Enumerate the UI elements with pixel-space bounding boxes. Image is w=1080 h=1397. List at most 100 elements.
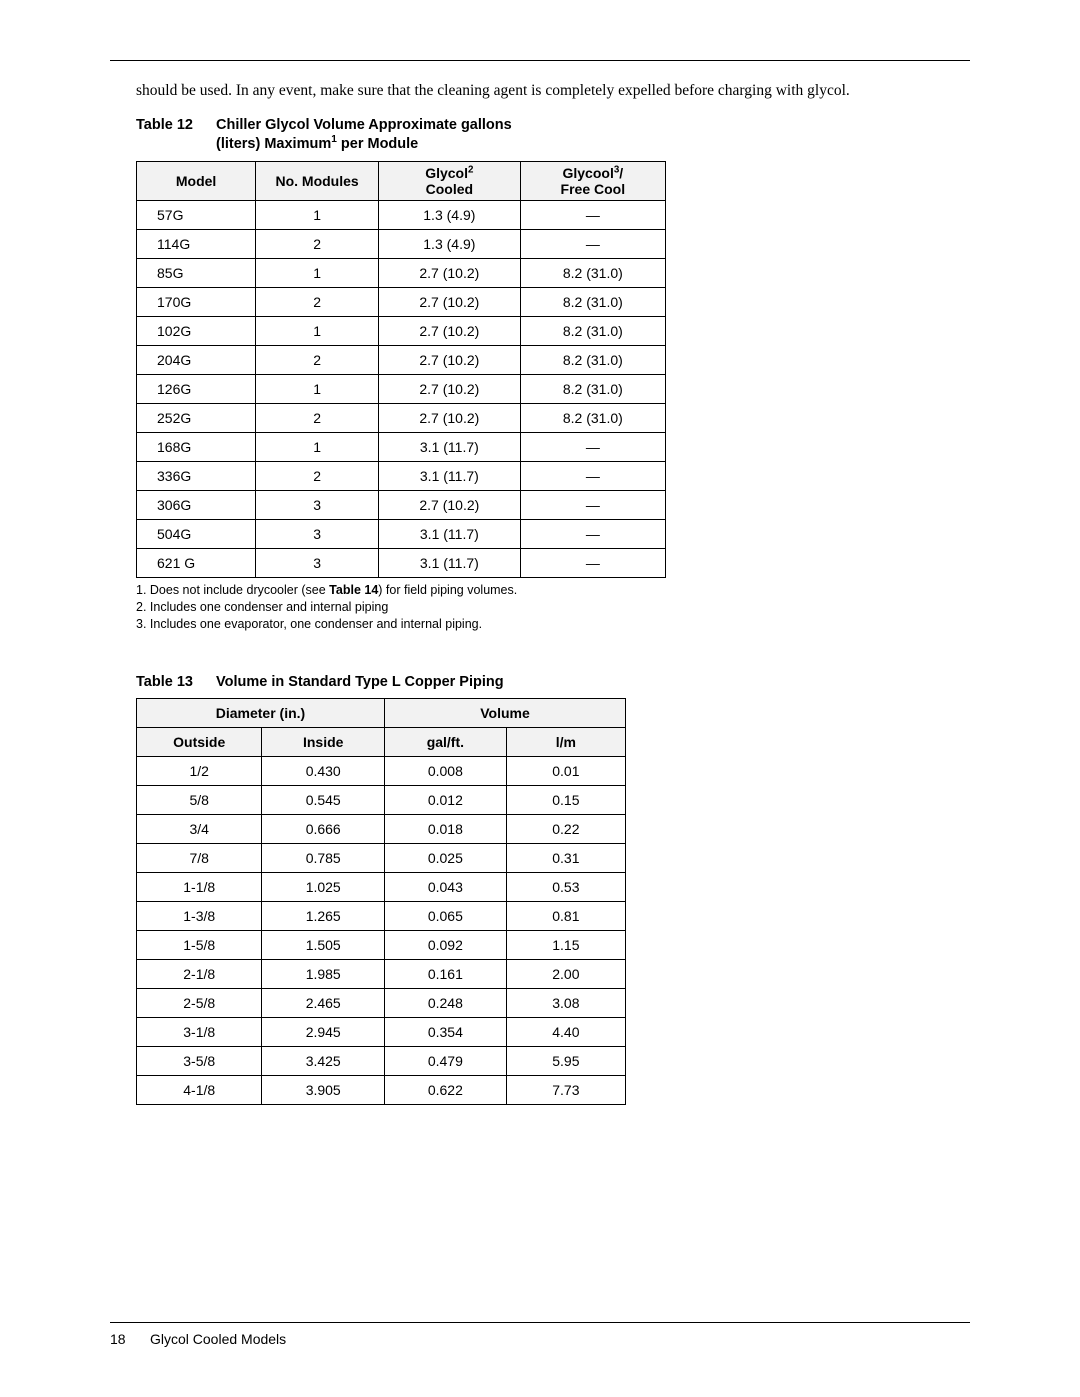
table13-cell-galft: 0.161	[384, 960, 506, 989]
table12-h-modules: No. Modules	[256, 162, 379, 201]
table12-cell-glycool: 8.2 (31.0)	[520, 288, 665, 317]
table12-cell-model: 170G	[137, 288, 256, 317]
table13-h-diameter: Diameter (in.)	[137, 699, 385, 728]
table13-cell-galft: 0.622	[384, 1076, 506, 1105]
table13-cell-outside: 5/8	[137, 786, 262, 815]
intro-paragraph: should be used. In any event, make sure …	[136, 81, 970, 102]
table12-header-row: Model No. Modules Glycol2Cooled Glycool3…	[137, 162, 666, 201]
table13-cell-lm: 0.22	[506, 815, 625, 844]
table13-cell-inside: 1.025	[262, 873, 385, 902]
table13-row: 1-1/81.0250.0430.53	[137, 873, 626, 902]
table13-row: 1-5/81.5050.0921.15	[137, 931, 626, 960]
table13-cell-inside: 1.265	[262, 902, 385, 931]
table13-cell-outside: 2-1/8	[137, 960, 262, 989]
table13-row: 3/40.6660.0180.22	[137, 815, 626, 844]
table12-cell-model: 102G	[137, 317, 256, 346]
table13-h-lm: l/m	[506, 728, 625, 757]
table12-cell-modules: 1	[256, 317, 379, 346]
table12-footnote: 2. Includes one condenser and internal p…	[136, 599, 970, 616]
table13-cell-galft: 0.043	[384, 873, 506, 902]
table13-h-galft: gal/ft.	[384, 728, 506, 757]
table13-row: 2-1/81.9850.1612.00	[137, 960, 626, 989]
table13-row: 1-3/81.2650.0650.81	[137, 902, 626, 931]
table12-cell-modules: 1	[256, 201, 379, 230]
table13-cell-inside: 0.430	[262, 757, 385, 786]
table13-cell-outside: 3-5/8	[137, 1047, 262, 1076]
table12-cell-modules: 3	[256, 491, 379, 520]
table13-cell-outside: 1-3/8	[137, 902, 262, 931]
table12-cell-model: 621 G	[137, 549, 256, 578]
table12-caption: Table 12Chiller Glycol Volume Approximat…	[136, 116, 970, 155]
table12-cell-modules: 1	[256, 433, 379, 462]
table13-row: 2-5/82.4650.2483.08	[137, 989, 626, 1018]
table13-caption-title: Volume in Standard Type L Copper Piping	[216, 673, 504, 693]
table12-cell-glycool: —	[520, 462, 665, 491]
table12-row: 57G11.3 (4.9)—	[137, 201, 666, 230]
table13-row: 1/20.4300.0080.01	[137, 757, 626, 786]
table12-cell-glycol: 3.1 (11.7)	[378, 462, 520, 491]
table12-caption-title: Chiller Glycol Volume Approximate gallon…	[216, 116, 512, 155]
table12-cell-glycol: 1.3 (4.9)	[378, 201, 520, 230]
table13-cell-galft: 0.018	[384, 815, 506, 844]
table13-cell-inside: 1.985	[262, 960, 385, 989]
table13-cell-inside: 3.905	[262, 1076, 385, 1105]
table12-footnotes: 1. Does not include drycooler (see Table…	[136, 582, 970, 633]
table13-row: 3-1/82.9450.3544.40	[137, 1018, 626, 1047]
table12-row: 306G32.7 (10.2)—	[137, 491, 666, 520]
table13-cell-inside: 3.425	[262, 1047, 385, 1076]
table13-cell-inside: 1.505	[262, 931, 385, 960]
table12-cell-glycool: —	[520, 520, 665, 549]
table13-cell-outside: 1-5/8	[137, 931, 262, 960]
table13-h-volume: Volume	[384, 699, 625, 728]
table12-row: 170G22.7 (10.2)8.2 (31.0)	[137, 288, 666, 317]
table12-cell-model: 504G	[137, 520, 256, 549]
footer-section: Glycol Cooled Models	[150, 1331, 286, 1347]
table13-cell-lm: 0.15	[506, 786, 625, 815]
spacer	[110, 633, 970, 667]
table13-row: 4-1/83.9050.6227.73	[137, 1076, 626, 1105]
table13-cell-lm: 0.81	[506, 902, 625, 931]
table12-cell-modules: 1	[256, 375, 379, 404]
table12-cell-glycool: —	[520, 491, 665, 520]
table12-cell-glycool: —	[520, 433, 665, 462]
table13-cell-inside: 2.465	[262, 989, 385, 1018]
table12-row: 504G33.1 (11.7)—	[137, 520, 666, 549]
table13-caption-number: Table 13	[136, 673, 216, 693]
table12-h-glycool-free: Glycool3/Free Cool	[520, 162, 665, 201]
table13-cell-galft: 0.008	[384, 757, 506, 786]
table12-cell-model: 204G	[137, 346, 256, 375]
table13-header-row2: Outside Inside gal/ft. l/m	[137, 728, 626, 757]
table12-row: 126G12.7 (10.2)8.2 (31.0)	[137, 375, 666, 404]
table13-cell-outside: 1/2	[137, 757, 262, 786]
table12-cell-glycol: 3.1 (11.7)	[378, 520, 520, 549]
table12-caption-number: Table 12	[136, 116, 216, 136]
table13-cell-galft: 0.012	[384, 786, 506, 815]
table13-cell-outside: 2-5/8	[137, 989, 262, 1018]
table12-cell-glycool: 8.2 (31.0)	[520, 259, 665, 288]
table13-cell-inside: 2.945	[262, 1018, 385, 1047]
table12-row: 102G12.7 (10.2)8.2 (31.0)	[137, 317, 666, 346]
table12-cell-glycool: 8.2 (31.0)	[520, 346, 665, 375]
table12-cell-glycol: 2.7 (10.2)	[378, 375, 520, 404]
page: should be used. In any event, make sure …	[0, 0, 1080, 1397]
table12-row: 336G23.1 (11.7)—	[137, 462, 666, 491]
table12-row: 114G21.3 (4.9)—	[137, 230, 666, 259]
table12-cell-glycol: 2.7 (10.2)	[378, 404, 520, 433]
table13-cell-outside: 3-1/8	[137, 1018, 262, 1047]
table13-cell-outside: 7/8	[137, 844, 262, 873]
table13-row: 7/80.7850.0250.31	[137, 844, 626, 873]
table12-cell-model: 85G	[137, 259, 256, 288]
table12-cell-glycool: 8.2 (31.0)	[520, 404, 665, 433]
table12-cell-glycol: 1.3 (4.9)	[378, 230, 520, 259]
table13-cell-galft: 0.248	[384, 989, 506, 1018]
table12-cell-glycool: 8.2 (31.0)	[520, 375, 665, 404]
table12-cell-model: 126G	[137, 375, 256, 404]
table13: Diameter (in.) Volume Outside Inside gal…	[136, 698, 626, 1105]
table12-h-model: Model	[137, 162, 256, 201]
table12-cell-glycool: —	[520, 201, 665, 230]
table12-cell-glycol: 2.7 (10.2)	[378, 259, 520, 288]
page-number: 18	[110, 1331, 150, 1347]
table13-cell-inside: 0.785	[262, 844, 385, 873]
table13-cell-lm: 1.15	[506, 931, 625, 960]
table12-cell-model: 168G	[137, 433, 256, 462]
